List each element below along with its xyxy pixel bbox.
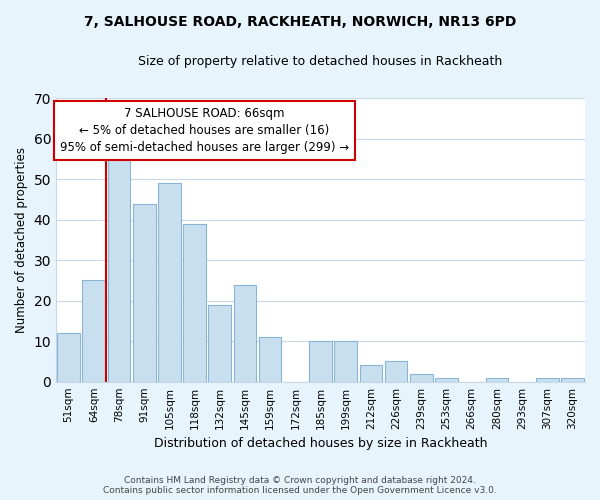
- Bar: [158, 184, 181, 382]
- Bar: [183, 224, 206, 382]
- Bar: [561, 378, 584, 382]
- Bar: [133, 204, 155, 382]
- Bar: [359, 366, 382, 382]
- Bar: [334, 341, 357, 382]
- Bar: [233, 284, 256, 382]
- Bar: [82, 280, 105, 382]
- Bar: [58, 333, 80, 382]
- Bar: [410, 374, 433, 382]
- Bar: [435, 378, 458, 382]
- Bar: [309, 341, 332, 382]
- Bar: [536, 378, 559, 382]
- Bar: [485, 378, 508, 382]
- Bar: [385, 362, 407, 382]
- Text: 7 SALHOUSE ROAD: 66sqm
← 5% of detached houses are smaller (16)
95% of semi-deta: 7 SALHOUSE ROAD: 66sqm ← 5% of detached …: [59, 107, 349, 154]
- Text: Contains HM Land Registry data © Crown copyright and database right 2024.
Contai: Contains HM Land Registry data © Crown c…: [103, 476, 497, 495]
- Bar: [259, 337, 281, 382]
- X-axis label: Distribution of detached houses by size in Rackheath: Distribution of detached houses by size …: [154, 437, 487, 450]
- Bar: [107, 155, 130, 382]
- Y-axis label: Number of detached properties: Number of detached properties: [15, 147, 28, 333]
- Bar: [208, 305, 231, 382]
- Text: 7, SALHOUSE ROAD, RACKHEATH, NORWICH, NR13 6PD: 7, SALHOUSE ROAD, RACKHEATH, NORWICH, NR…: [84, 15, 516, 29]
- Title: Size of property relative to detached houses in Rackheath: Size of property relative to detached ho…: [139, 55, 503, 68]
